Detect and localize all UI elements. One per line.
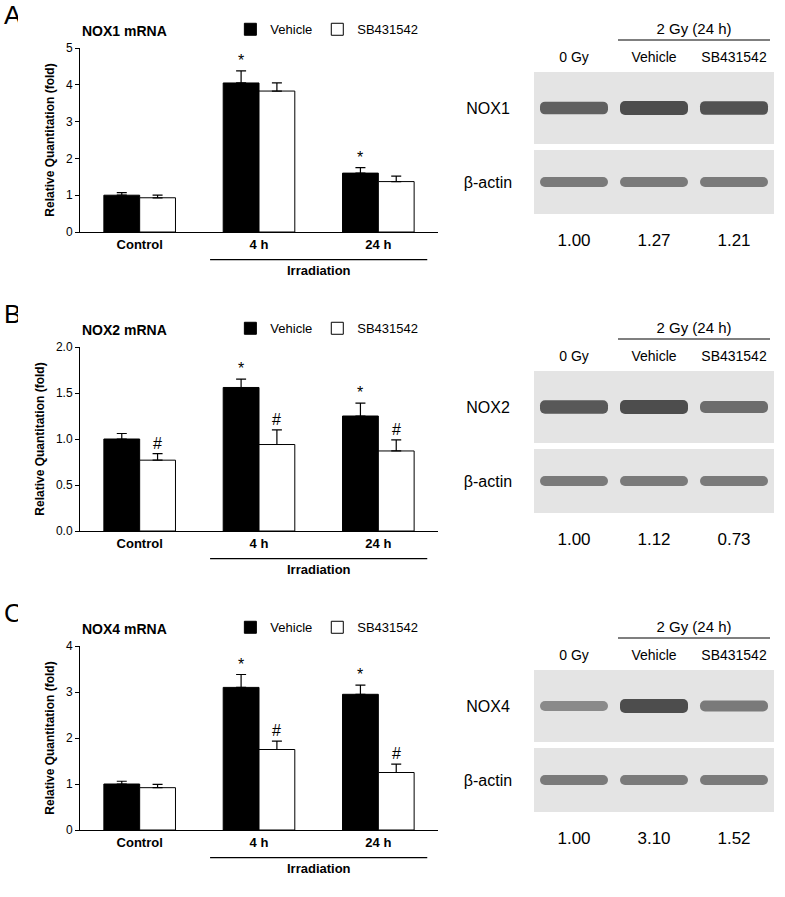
svg-text:Vehicle: Vehicle (631, 647, 676, 663)
svg-text:0: 0 (66, 823, 73, 837)
svg-text:Relative Quantitation (fold): Relative Quantitation (fold) (33, 362, 47, 515)
svg-text:0 Gy: 0 Gy (559, 49, 589, 65)
svg-text:β-actin: β-actin (464, 473, 512, 490)
svg-text:2 Gy (24 h): 2 Gy (24 h) (656, 319, 731, 336)
svg-text:SB431542: SB431542 (357, 321, 418, 336)
svg-text:2.0: 2.0 (56, 340, 73, 354)
svg-text:2: 2 (66, 731, 73, 745)
svg-text:Vehicle: Vehicle (631, 49, 676, 65)
svg-text:Irradiation: Irradiation (287, 562, 351, 577)
svg-text:NOX2 mRNA: NOX2 mRNA (82, 322, 167, 338)
svg-text:4 h: 4 h (250, 536, 269, 551)
svg-text:NOX2: NOX2 (466, 399, 510, 416)
svg-text:2 Gy (24 h): 2 Gy (24 h) (656, 20, 731, 37)
svg-text:0 Gy: 0 Gy (559, 647, 589, 663)
svg-text:5: 5 (66, 41, 73, 55)
svg-text:0.0: 0.0 (56, 524, 73, 538)
html-text:B: B (4, 299, 22, 329)
svg-text:3: 3 (66, 685, 73, 699)
svg-text:NOX4 mRNA: NOX4 mRNA (82, 621, 167, 637)
svg-text:1.52: 1.52 (717, 829, 750, 848)
svg-text:β-actin: β-actin (464, 772, 512, 789)
svg-text:Control: Control (117, 835, 163, 850)
svg-text:SB431542: SB431542 (357, 620, 418, 635)
svg-text:*: * (238, 52, 244, 69)
svg-text:NOX1: NOX1 (466, 100, 510, 117)
svg-text:1.27: 1.27 (637, 231, 670, 250)
svg-text:SB431542: SB431542 (701, 647, 767, 663)
svg-text:Vehicle: Vehicle (270, 22, 312, 37)
svg-text:24 h: 24 h (365, 536, 391, 551)
svg-text:#: # (153, 435, 162, 452)
svg-text:#: # (272, 722, 281, 739)
svg-text:3.10: 3.10 (637, 829, 670, 848)
svg-text:1.12: 1.12 (637, 530, 670, 549)
html-text:A: A (4, 0, 22, 30)
svg-text:NOX1 mRNA: NOX1 mRNA (82, 23, 167, 39)
svg-text:4 h: 4 h (250, 835, 269, 850)
svg-text:0: 0 (66, 225, 73, 239)
svg-text:Relative Quantitation (fold): Relative Quantitation (fold) (43, 661, 57, 814)
svg-text:SB431542: SB431542 (701, 49, 767, 65)
svg-text:2: 2 (66, 152, 73, 166)
svg-text:#: # (272, 411, 281, 428)
svg-text:β-actin: β-actin (464, 174, 512, 191)
svg-text:3: 3 (66, 115, 73, 129)
svg-text:SB431542: SB431542 (701, 348, 767, 364)
svg-text:*: * (357, 149, 363, 166)
svg-text:Irradiation: Irradiation (287, 263, 351, 278)
svg-text:*: * (357, 666, 363, 683)
svg-text:1.0: 1.0 (56, 432, 73, 446)
svg-text:0 Gy: 0 Gy (559, 348, 589, 364)
svg-text:1: 1 (66, 188, 73, 202)
svg-text:*: * (357, 384, 363, 401)
svg-text:NOX4: NOX4 (466, 698, 510, 715)
svg-text:Control: Control (117, 536, 163, 551)
svg-text:1: 1 (66, 777, 73, 791)
svg-text:1.00: 1.00 (557, 829, 590, 848)
svg-text:24 h: 24 h (365, 835, 391, 850)
svg-text:0.73: 0.73 (717, 530, 750, 549)
svg-text:Vehicle: Vehicle (270, 620, 312, 635)
svg-text:*: * (238, 360, 244, 377)
svg-text:1.00: 1.00 (557, 530, 590, 549)
svg-text:SB431542: SB431542 (357, 22, 418, 37)
svg-text:#: # (392, 745, 401, 762)
svg-text:Control: Control (117, 237, 163, 252)
html-text:C: C (4, 598, 23, 628)
svg-text:Relative Quantitation (fold): Relative Quantitation (fold) (43, 63, 57, 216)
svg-text:#: # (392, 421, 401, 438)
svg-text:*: * (238, 656, 244, 673)
svg-text:24 h: 24 h (365, 237, 391, 252)
svg-text:Vehicle: Vehicle (270, 321, 312, 336)
svg-text:1.00: 1.00 (557, 231, 590, 250)
svg-text:4 h: 4 h (250, 237, 269, 252)
svg-text:1.5: 1.5 (56, 386, 73, 400)
svg-text:1.21: 1.21 (717, 231, 750, 250)
svg-text:Vehicle: Vehicle (631, 348, 676, 364)
svg-text:4: 4 (66, 639, 73, 653)
svg-text:Irradiation: Irradiation (287, 861, 351, 876)
svg-text:2 Gy (24 h): 2 Gy (24 h) (656, 618, 731, 635)
svg-text:4: 4 (66, 78, 73, 92)
svg-text:0.5: 0.5 (56, 478, 73, 492)
